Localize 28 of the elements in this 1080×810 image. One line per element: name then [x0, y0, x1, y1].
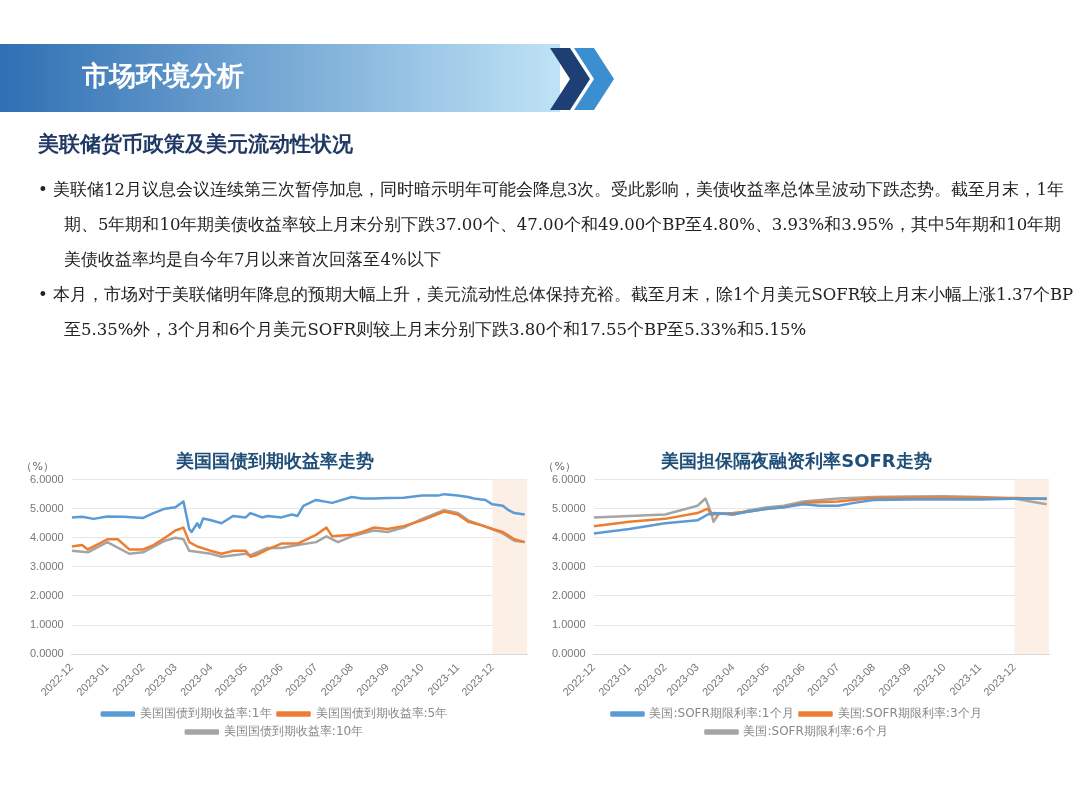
y-axis-title: （%） — [21, 460, 54, 474]
y-tick-label: 1.0000 — [551, 618, 586, 631]
y-tick-label: 2.0000 — [29, 588, 64, 601]
y-tick-label: 3.0000 — [551, 559, 586, 572]
y-tick-label: 5.0000 — [29, 501, 64, 514]
legend-label: 美国:SOFR期限利率:3个月 — [837, 706, 982, 721]
y-tick-label: 3.0000 — [29, 559, 64, 572]
text: 市场环境分析 — [82, 59, 244, 93]
legend-label: 美国国债到期收益率:1年 — [139, 706, 272, 721]
y-axis-title: （%） — [543, 460, 576, 474]
y-tick-label: 5.0000 — [551, 501, 586, 514]
chart-title: 美国国债到期收益率走势 — [174, 450, 374, 472]
y-tick-label: 2.0000 — [551, 588, 586, 601]
text: 美联储货币政策及美元流动性状况 — [38, 131, 353, 158]
y-tick-label: 4.0000 — [29, 530, 64, 543]
chart-title: 美国担保隔夜融资利率SOFR走势 — [660, 450, 932, 472]
y-tick-label: 0.0000 — [29, 647, 64, 660]
y-tick-label: 6.0000 — [29, 472, 64, 485]
legend-label: 美国国债到期收益率:10年 — [223, 724, 364, 739]
y-tick-label: 0.0000 — [551, 647, 586, 660]
y-tick-label: 4.0000 — [551, 530, 586, 543]
text: • 本月，市场对于美联储明年降息的预期大幅上升，美元流动性总体保持充裕。截至月末，除1个月美元SOFR较上月末小幅上涨1.37个BP至5.35%外，3个月和6个月美元SOFR则较上月末分别下跌3.80个和17.55个BP至5.33%和5.15% — [38, 284, 1074, 341]
legend-label: 美国:SOFR期限利率:1个月 — [649, 706, 794, 721]
legend-label: 美国国债到期收益率:5年 — [315, 706, 448, 721]
y-tick-label: 6.0000 — [551, 472, 586, 485]
y-tick-label: 1.0000 — [29, 618, 64, 631]
legend-label: 美国:SOFR期限利率:6个月 — [743, 724, 888, 739]
text: • 美联储12月议息会议连续第三次暂停加息，同时暗示明年可能会降息3次。受此影响，美债收益率总体呈波动下跌态势。截至月末，1年期、5年期和10年期美债收益率较上月末分别下跌37.00个、47.00个和49.00个BP至4.80%、3.93%和3.95%，其中5年期和10年期美债收益率均是自今年7月以来首次回落至4%以下 — [38, 179, 1065, 271]
